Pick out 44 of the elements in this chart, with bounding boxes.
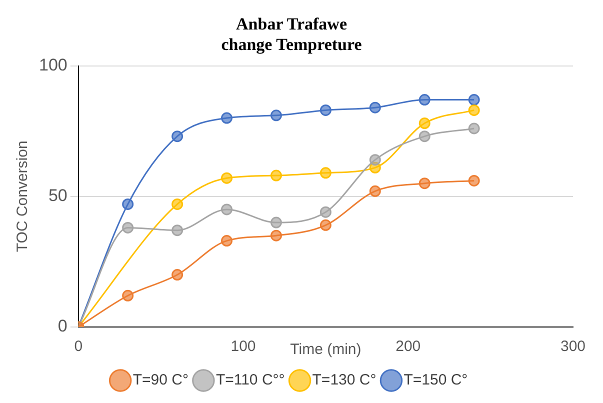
point (122, 222, 134, 234)
x-axis-title: Time (min) (290, 341, 362, 358)
point (418, 130, 430, 142)
y-tick-label: 0 (58, 316, 68, 336)
point (418, 178, 430, 190)
point (418, 118, 430, 130)
point (122, 290, 134, 302)
point (369, 102, 381, 114)
point (221, 235, 233, 247)
legend-label: T=90 C° (132, 372, 188, 389)
point (320, 219, 332, 231)
chart-title: Anbar Trafawe change Tempreture (221, 14, 362, 54)
point (172, 224, 184, 236)
x-tick-label: 100 (230, 338, 256, 356)
y-axis-title: TOC Conversion (14, 140, 32, 252)
point (221, 204, 233, 216)
x-tick-label: 0 (74, 338, 83, 356)
point (320, 104, 332, 116)
point (270, 170, 282, 182)
point (468, 94, 480, 106)
legend-label: T=150 C° (404, 372, 468, 389)
point (221, 172, 233, 184)
legend-label: T=130 C° (312, 372, 376, 389)
point (221, 112, 233, 124)
point (270, 216, 282, 228)
point (320, 167, 332, 179)
y-tick-label: 100 (38, 55, 68, 74)
point (468, 174, 480, 186)
x-tick-label: 300 (560, 338, 586, 356)
point (172, 130, 184, 142)
x-tick-label: 200 (396, 338, 421, 356)
point (369, 185, 381, 197)
point (172, 269, 184, 281)
legend-label: T=110 C°° (216, 372, 285, 389)
point (172, 198, 184, 210)
y-tick-label: 50 (48, 186, 68, 206)
point (270, 230, 282, 242)
point (468, 122, 480, 134)
point (270, 110, 282, 122)
point (122, 198, 134, 210)
point (468, 104, 480, 116)
point (320, 206, 332, 218)
point (369, 154, 381, 166)
point (418, 94, 430, 106)
